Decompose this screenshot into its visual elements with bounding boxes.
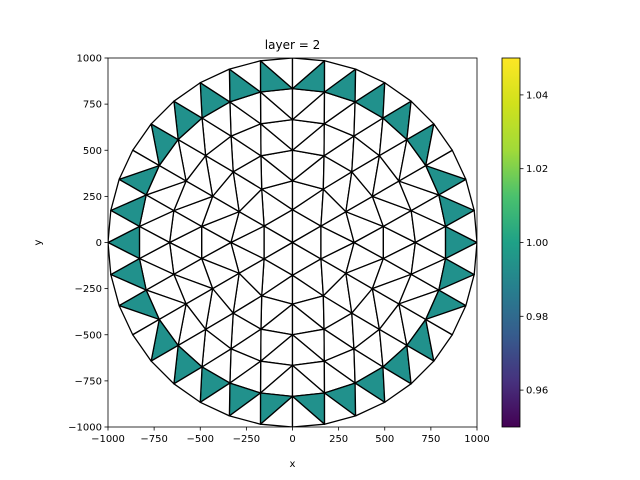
mesh-element (118, 149, 160, 181)
y-tick-label: −1000 (68, 423, 102, 434)
mesh-element (406, 100, 435, 141)
mesh-element (291, 395, 326, 427)
colorbar-ticks: 0.96 0.98 1.00 1.02 1.04 (520, 90, 548, 397)
mesh-element (228, 392, 262, 425)
y-tick-label: 750 (83, 100, 102, 111)
mesh-element (173, 366, 203, 403)
y-tick-label: −500 (75, 330, 102, 341)
y-tick-label: −250 (75, 284, 102, 295)
mesh-element (132, 318, 160, 362)
y-tick-label: 0 (96, 238, 102, 249)
colorbar-tick-label: 0.98 (526, 312, 548, 323)
y-tick-label: 500 (83, 146, 102, 157)
mesh-element (323, 392, 357, 425)
mesh-element (438, 273, 475, 307)
mesh-element (108, 209, 141, 244)
y-axis-label: y (33, 239, 44, 245)
x-tick-label: 750 (421, 434, 440, 445)
mesh-element (108, 241, 141, 276)
colorbar-tick-label: 1.00 (526, 238, 548, 249)
x-tick-label: −500 (187, 434, 214, 445)
colorbar (501, 57, 521, 428)
y-tick-label: 1000 (77, 54, 102, 65)
mesh-element (444, 209, 477, 244)
mesh-element (291, 58, 326, 90)
y-axis-ticks: −1000 −750 −500 −250 0 250 500 750 1000 (68, 54, 108, 434)
mesh-element (354, 68, 386, 103)
chart-title: layer = 2 (265, 38, 320, 52)
mesh-area (108, 58, 477, 427)
x-tick-label: 250 (329, 434, 348, 445)
y-tick-label: −750 (75, 376, 102, 387)
mesh-element (354, 382, 386, 417)
mesh-element (382, 366, 412, 403)
x-tick-label: 1000 (464, 434, 489, 445)
mesh-element (199, 68, 231, 103)
y-tick-label: 250 (83, 192, 102, 203)
x-tick-label: −1000 (91, 434, 125, 445)
mesh-element (425, 304, 467, 336)
mesh-element (228, 60, 262, 93)
colorbar-tick-label: 0.96 (526, 386, 548, 397)
mesh-element (382, 82, 412, 119)
colorbar-tick-label: 1.02 (526, 164, 548, 175)
x-axis-ticks: −1000 −750 −500 −250 0 250 500 750 1000 (91, 427, 490, 445)
x-tick-label: 500 (375, 434, 394, 445)
mesh-element (173, 82, 203, 119)
mesh-element (425, 123, 453, 167)
mesh-element (444, 241, 477, 276)
mesh-element (406, 344, 435, 385)
mesh-element (438, 178, 475, 212)
mesh-element (110, 178, 147, 212)
mesh-element (199, 382, 231, 417)
x-tick-label: 0 (289, 434, 295, 445)
x-tick-label: −750 (140, 434, 167, 445)
x-axis-label: x (290, 459, 296, 470)
mesh-element (323, 60, 357, 93)
mesh-element (150, 344, 179, 385)
colorbar-tick-label: 1.04 (526, 90, 548, 101)
x-tick-label: −250 (233, 434, 260, 445)
mesh-element (150, 100, 179, 141)
mesh-element (110, 273, 147, 307)
